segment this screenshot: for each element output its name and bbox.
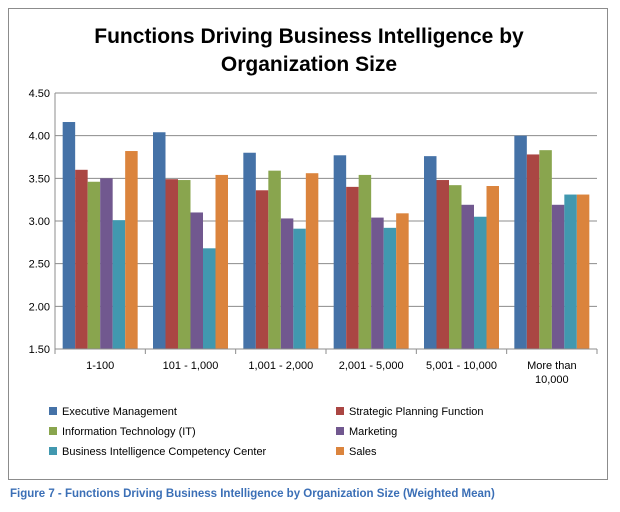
x-tick-label: 101 - 1,000 [163,360,219,372]
bar-executive-management-0 [62,122,76,349]
legend-label: Information Technology (IT) [62,426,196,438]
bar-information-technology-it--1 [178,180,191,349]
legend-swatch [49,447,57,455]
axes [54,93,598,354]
bar-information-technology-it--4 [449,185,462,349]
bar-business-intelligence-competency-center-1 [203,248,216,349]
x-tick-label: 5,001 - 10,000 [426,360,497,372]
x-tick-label: 10,000 [535,374,569,386]
x-tick-label: 1,001 - 2,000 [248,360,313,372]
bar-marketing-5 [551,204,565,349]
legend-label: Marketing [349,426,397,438]
x-tick-label: 1-100 [86,360,114,372]
bar-sales-4 [486,186,499,349]
chart-title-line-1: Functions Driving Business Intelligence … [94,25,524,48]
x-tick-label: More than [527,360,577,372]
bar-executive-management-2 [243,152,256,349]
legend-label: Business Intelligence Competency Center [62,446,267,458]
bar-business-intelligence-competency-center-2 [293,228,306,349]
bar-marketing-2 [280,218,294,349]
bar-executive-management-1 [153,132,166,349]
bar-sales-1 [215,174,228,349]
legend-swatch [336,407,344,415]
gridlines [55,92,597,350]
y-tick-label: 4.00 [29,131,50,143]
legend-swatch [49,427,57,435]
bar-information-technology-it--5 [539,150,552,349]
x-tick-label: 2,001 - 5,000 [339,360,404,372]
bar-sales-0 [125,151,138,349]
chart-frame: Functions Driving Business Intelligence … [8,8,608,480]
bar-executive-management-5 [514,135,527,349]
legend-swatch [49,407,57,415]
legend-label: Executive Management [62,406,177,418]
bar-executive-management-3 [333,155,347,349]
chart-title: Functions Driving Business Intelligence … [94,25,524,76]
bar-information-technology-it--2 [268,170,281,349]
bar-marketing-4 [461,204,474,349]
bar-marketing-1 [190,212,203,349]
chart-title-line-2: Organization Size [221,53,397,76]
y-tick-label: 2.50 [29,259,50,271]
x-axis-tick-labels: 1-100 101 - 1,000 1,001 - 2,000 2,001 - 5,0… [86,360,577,386]
bar-strategic-planning-function-5 [526,154,540,349]
legend-label: Strategic Planning Function [349,406,484,418]
legend-label: Sales [349,446,377,458]
bar-business-intelligence-competency-center-4 [474,216,487,349]
bars [62,122,590,349]
legend: Executive Management Strategic Planning F… [49,406,484,458]
bar-marketing-3 [371,217,384,349]
bar-business-intelligence-competency-center-0 [112,220,126,349]
y-tick-label: 1.50 [29,344,50,356]
bar-information-technology-it--3 [358,174,372,349]
bar-sales-5 [576,194,590,349]
bar-strategic-planning-function-1 [165,179,178,349]
y-tick-label: 3.50 [29,173,50,185]
bar-strategic-planning-function-2 [255,190,269,349]
figure-caption: Figure 7 - Functions Driving Business In… [10,488,495,500]
legend-swatch [336,427,344,435]
y-tick-label: 3.00 [29,216,50,228]
bar-business-intelligence-competency-center-3 [383,227,397,349]
bar-business-intelligence-competency-center-5 [564,194,577,349]
y-axis-tick-labels: 1.50 2.00 2.50 3.00 3.50 4.00 4.50 [29,88,50,356]
bar-marketing-0 [100,178,113,349]
bar-executive-management-4 [424,156,437,349]
bar-chart: Functions Driving Business Intelligence … [29,25,598,458]
bar-strategic-planning-function-4 [436,180,449,349]
y-tick-label: 2.00 [29,301,50,313]
bar-strategic-planning-function-0 [75,169,88,349]
bar-information-technology-it--0 [87,181,101,349]
y-tick-label: 4.50 [29,88,50,100]
legend-swatch [336,447,344,455]
bar-sales-3 [396,213,409,349]
bar-strategic-planning-function-3 [346,186,359,349]
bar-sales-2 [305,173,319,349]
